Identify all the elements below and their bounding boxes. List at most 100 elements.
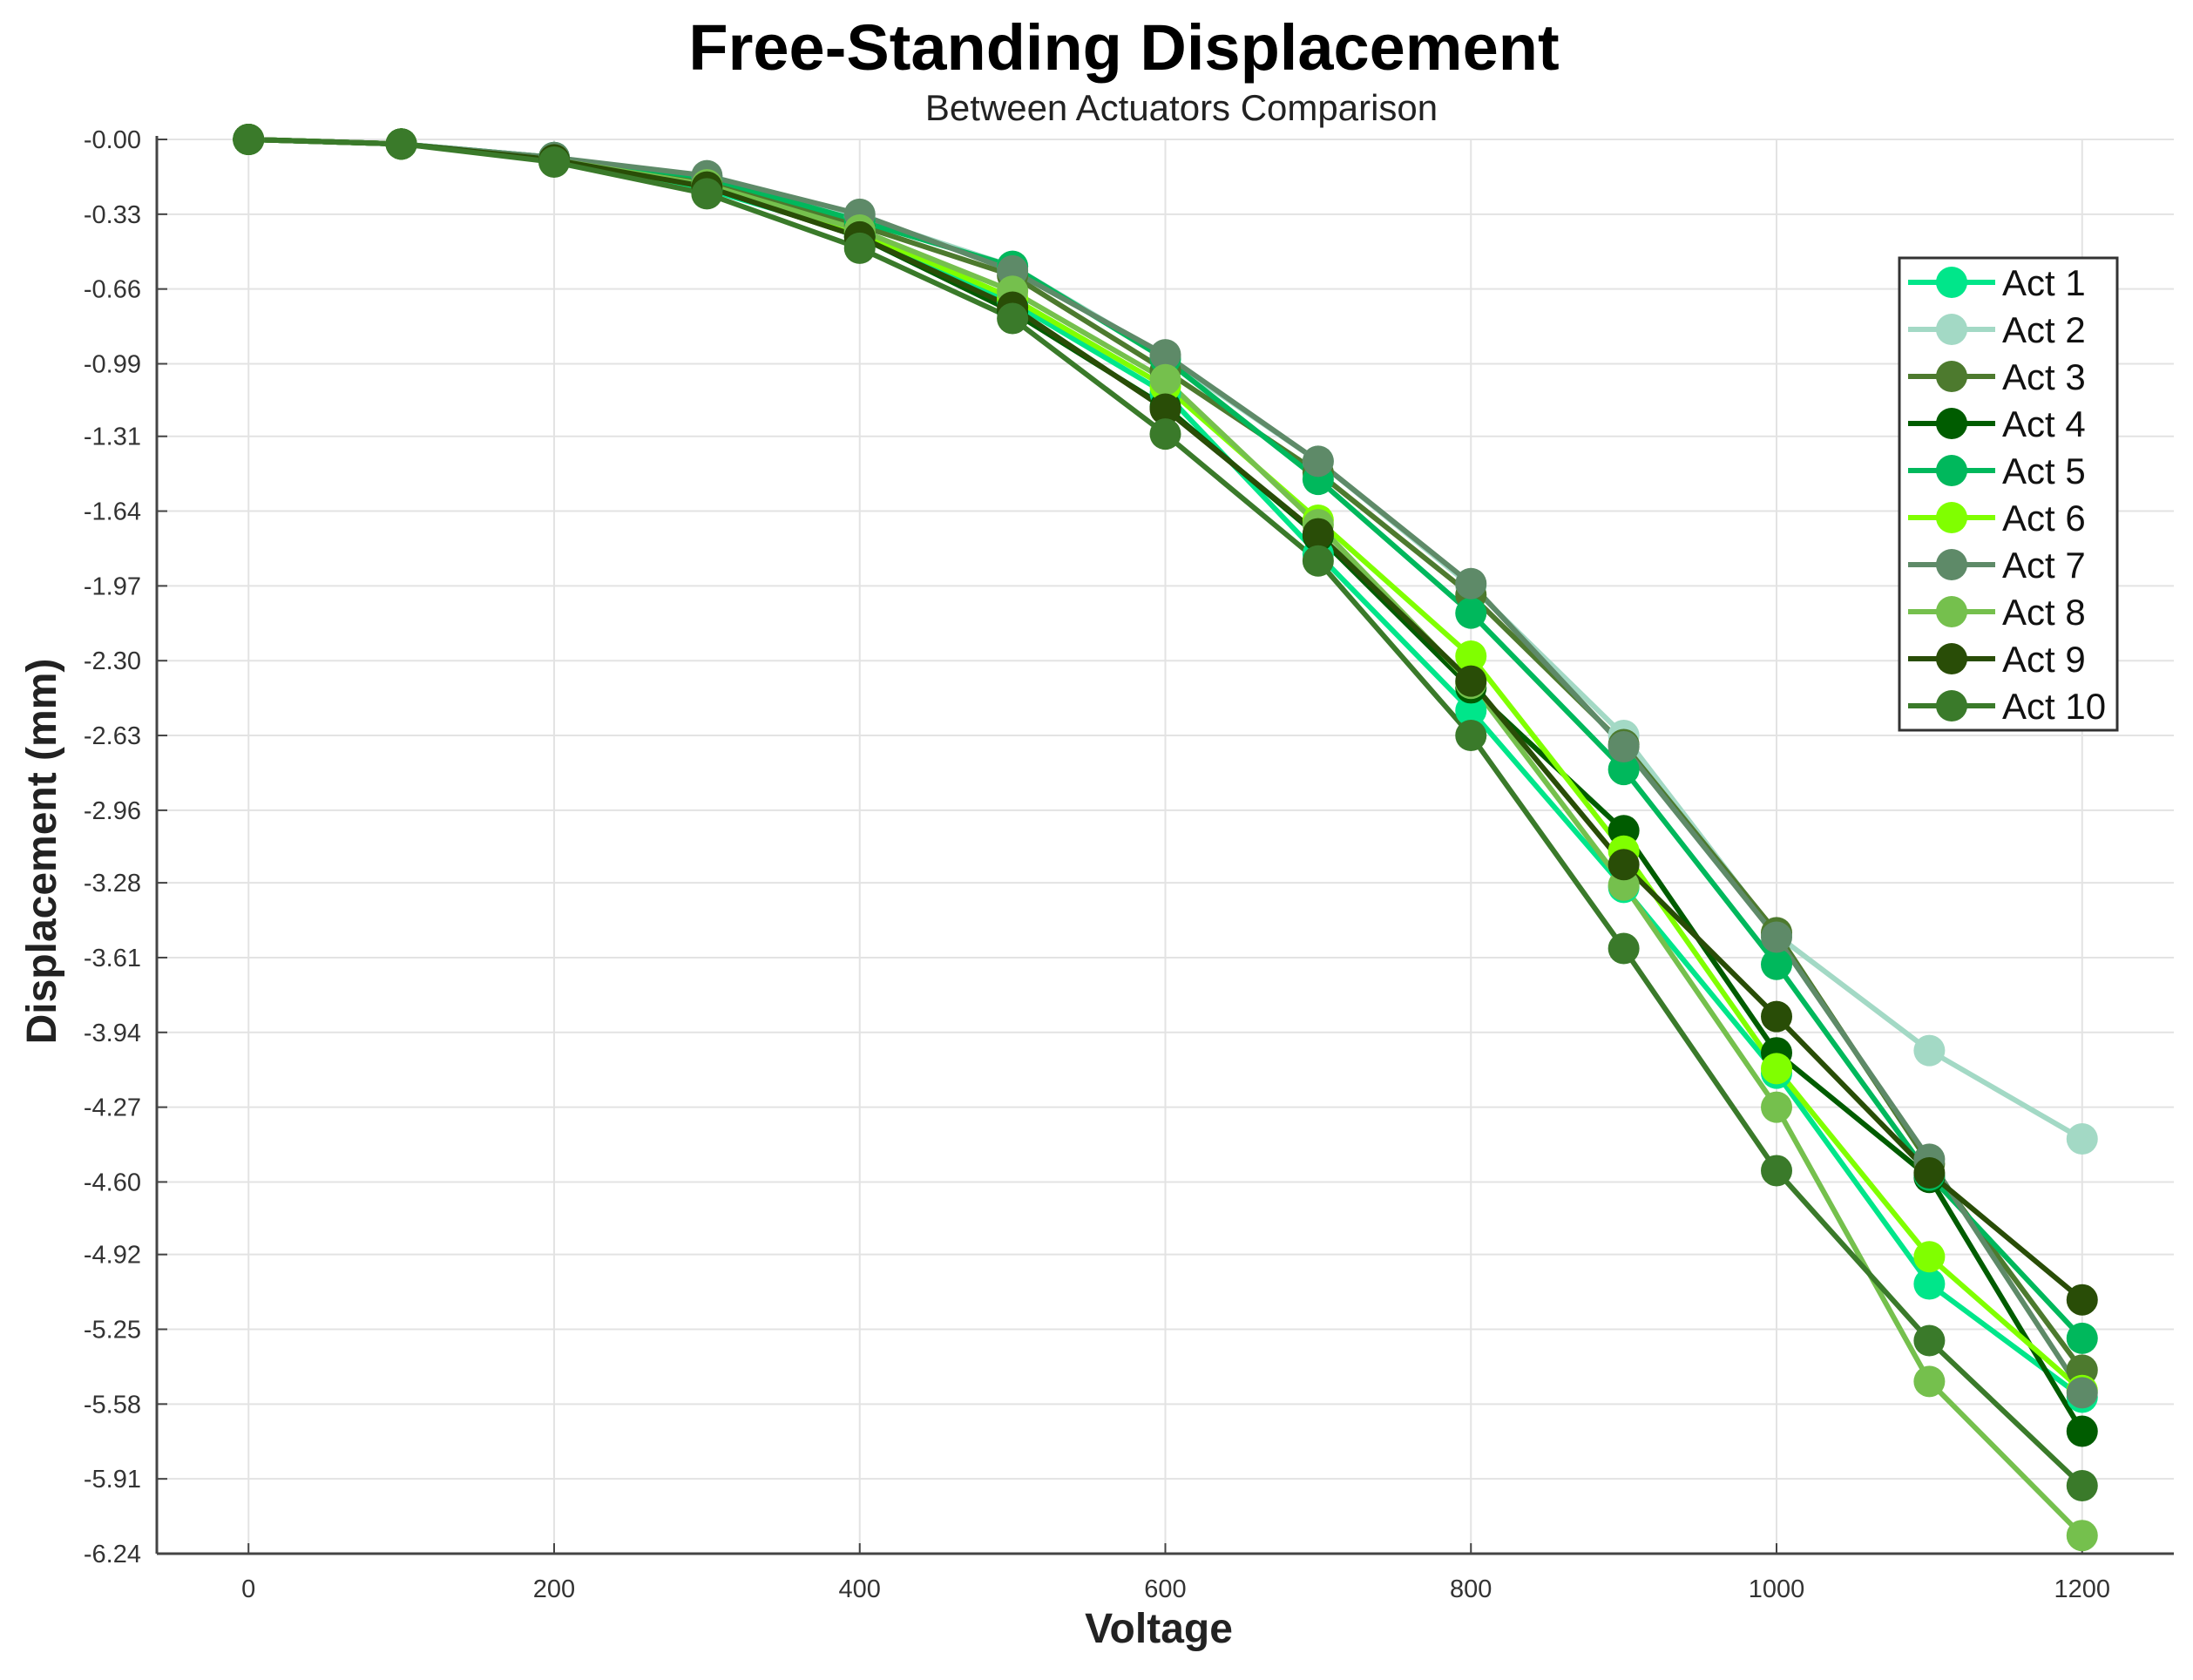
data-point-act-4: [2066, 1415, 2098, 1447]
data-point-act-10: [2066, 1469, 2098, 1501]
data-point-act-8: [1761, 1091, 1793, 1123]
data-point-act-10: [843, 232, 876, 264]
data-point-act-7: [1455, 567, 1487, 600]
data-point-act-9: [1302, 518, 1334, 550]
grid-lines: [157, 139, 2174, 1555]
legend-entry-label: Act 10: [2002, 686, 2106, 727]
legend: Act 1 Act 2 Act 3 Act 4 Act 5 Act 6 Act 7 Act 8…: [1898, 256, 2119, 732]
data-point-act-1: [1455, 694, 1487, 727]
x-tick-label: 1000: [1749, 1575, 1805, 1603]
y-tick-label: -0.99: [84, 350, 141, 378]
data-point-act-10: [1302, 545, 1334, 577]
data-point-act-9: [1761, 1000, 1793, 1033]
legend-entry-label: Act 1: [2002, 262, 2086, 303]
legend-entry-label: Act 5: [2002, 450, 2086, 491]
legend-entry-label: Act 2: [2002, 309, 2086, 350]
y-tick-label: -0.00: [84, 126, 141, 154]
data-point-act-7: [1761, 921, 1793, 953]
data-point-act-5: [2066, 1322, 2098, 1354]
data-point-act-1: [1913, 1268, 1946, 1300]
y-tick-label: -2.63: [84, 722, 141, 750]
legend-box: [1898, 256, 2119, 732]
legend-entry-label: Act 8: [2002, 592, 2086, 633]
x-tick-label: 600: [1144, 1575, 1186, 1603]
data-point-act-5: [1761, 948, 1793, 980]
data-point-act-10: [997, 302, 1029, 335]
y-tick-label: -1.31: [84, 423, 141, 451]
legend-swatch-marker: [1936, 408, 1967, 439]
y-tick-label: -6.24: [84, 1541, 141, 1568]
y-tick-label: -4.27: [84, 1094, 141, 1122]
data-point-act-10: [538, 146, 570, 179]
data-point-act-10: [1608, 932, 1640, 965]
data-point-act-10: [385, 128, 417, 160]
legend-swatch-marker: [1936, 267, 1967, 298]
legend-entry-label: Act 9: [2002, 639, 2086, 680]
legend-entry-label: Act 7: [2002, 545, 2086, 586]
legend-swatch-marker: [1936, 361, 1967, 392]
legend-swatch-marker: [1936, 502, 1967, 533]
y-tick-label: -2.30: [84, 647, 141, 675]
data-point-act-9: [2066, 1284, 2098, 1316]
legend-entry-label: Act 4: [2002, 403, 2086, 444]
data-point-act-2: [2066, 1123, 2098, 1155]
legend-swatch-marker: [1936, 549, 1967, 580]
data-point-act-10: [1913, 1324, 1946, 1357]
chart-title: Free-Standing Displacement: [688, 11, 1559, 84]
axes: -0.00 -0.33 -0.66 -0.99 -1.31 -1.64 -1.97 -2.30…: [84, 126, 2174, 1603]
data-point-act-8: [1149, 363, 1181, 396]
data-point-act-8: [1913, 1365, 1946, 1398]
data-point-act-9: [1913, 1157, 1946, 1189]
data-point-act-6: [1761, 1053, 1793, 1085]
x-tick-label: 400: [839, 1575, 881, 1603]
x-tick-label: 0: [241, 1575, 255, 1603]
y-tick-label: -4.92: [84, 1242, 141, 1270]
data-point-act-10: [233, 124, 265, 155]
data-point-act-10: [1149, 418, 1181, 450]
y-tick-label: -4.60: [84, 1169, 141, 1196]
x-tick-label: 800: [1450, 1575, 1492, 1603]
legend-swatch-marker: [1936, 690, 1967, 721]
y-tick-label: -0.66: [84, 276, 141, 304]
legend-entry-label: Act 6: [2002, 498, 2086, 539]
data-point-act-7: [1608, 731, 1640, 763]
x-axis-label: Voltage: [1085, 1606, 1233, 1652]
legend-swatch-marker: [1936, 643, 1967, 674]
data-point-act-10: [691, 178, 723, 210]
y-tick-label: -3.61: [84, 945, 141, 972]
data-point-act-2: [1913, 1034, 1946, 1067]
data-point-act-6: [1455, 640, 1487, 673]
data-point-act-7: [2066, 1377, 2098, 1409]
chart-subtitle: Between Actuators Comparison: [925, 87, 1438, 128]
legend-swatch-marker: [1936, 455, 1967, 486]
y-tick-label: -5.58: [84, 1391, 141, 1419]
y-tick-label: -1.97: [84, 572, 141, 600]
y-axis-label: Displacement (mm): [19, 659, 65, 1045]
data-point-act-7: [1149, 339, 1181, 371]
legend-entry-label: Act 3: [2002, 356, 2086, 397]
y-tick-label: -3.28: [84, 870, 141, 898]
y-tick-label: -5.25: [84, 1317, 141, 1345]
data-point-act-5: [1608, 754, 1640, 786]
data-point-act-10: [1455, 720, 1487, 752]
legend-swatch-marker: [1936, 596, 1967, 627]
y-tick-label: -1.64: [84, 498, 141, 526]
y-tick-label: -0.33: [84, 201, 141, 229]
x-tick-label: 200: [533, 1575, 575, 1603]
legend-swatch-marker: [1936, 314, 1967, 345]
x-tick-label: 1200: [2054, 1575, 2111, 1603]
y-tick-label: -5.91: [84, 1466, 141, 1494]
data-point-act-8: [2066, 1520, 2098, 1552]
data-point-act-9: [1455, 665, 1487, 697]
y-tick-label: -2.96: [84, 797, 141, 825]
data-point-act-10: [1761, 1155, 1793, 1187]
y-tick-label: -3.94: [84, 1020, 141, 1047]
data-point-act-5: [1455, 597, 1487, 629]
data-point-act-7: [1302, 445, 1334, 478]
data-point-act-9: [1149, 393, 1181, 425]
series-points: [233, 124, 2098, 1552]
data-point-act-9: [1608, 849, 1640, 881]
